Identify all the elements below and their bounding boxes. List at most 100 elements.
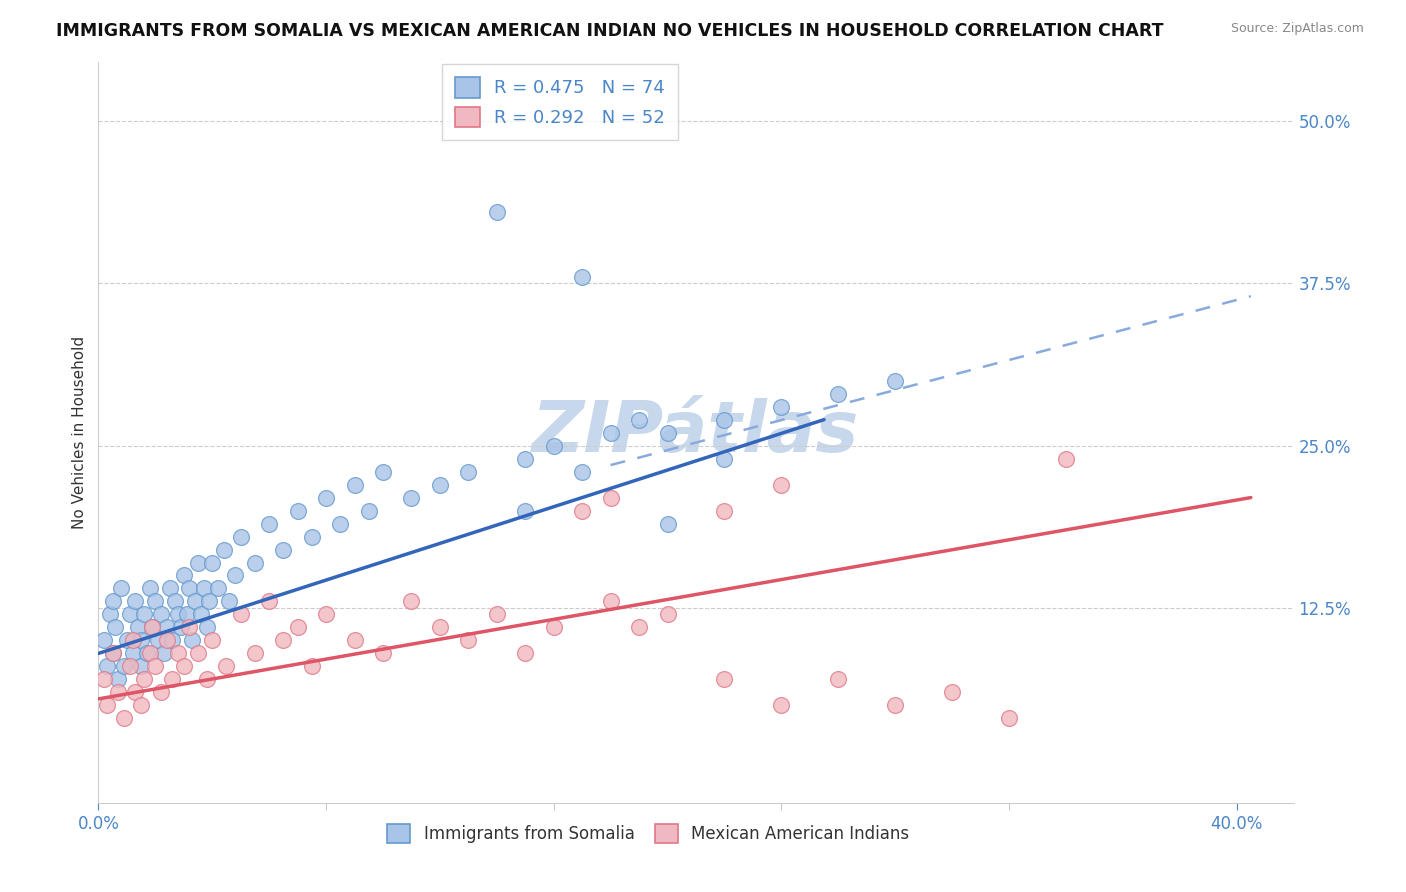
Point [93,673,115,687]
Point [371,465,394,479]
Point [181,633,204,648]
Point [485,204,508,219]
Point [112,659,135,673]
Point [571,269,593,284]
Point [143,659,166,673]
Point [401,491,423,505]
Point [770,477,793,491]
Point [215,659,238,673]
Point [176,607,198,622]
Point [770,400,793,414]
Point [257,516,280,531]
Point [287,503,309,517]
Point [201,556,224,570]
Point [941,685,963,699]
Point [401,594,423,608]
Point [343,477,366,491]
Point [713,412,735,426]
Point [827,673,849,687]
Point [884,374,907,388]
Point [273,542,295,557]
Point [657,607,679,622]
Point [315,491,337,505]
Point [153,647,176,661]
Point [429,620,451,634]
Point [184,594,207,608]
Point [179,582,201,596]
Point [156,620,179,634]
Point [543,620,565,634]
Point [115,633,138,648]
Point [571,465,593,479]
Point [201,633,224,648]
Point [371,647,394,661]
Point [218,594,240,608]
Point [571,503,593,517]
Y-axis label: No Vehicles in Household: No Vehicles in Household [72,336,87,529]
Point [207,582,229,596]
Point [329,516,352,531]
Text: IMMIGRANTS FROM SOMALIA VS MEXICAN AMERICAN INDIAN NO VEHICLES IN HOUSEHOLD CORR: IMMIGRANTS FROM SOMALIA VS MEXICAN AMERI… [56,22,1164,40]
Point [429,477,451,491]
Point [212,542,235,557]
Point [167,647,190,661]
Point [301,529,323,543]
Point [162,673,184,687]
Point [273,633,295,648]
Point [107,685,129,699]
Point [1054,451,1077,466]
Point [129,698,152,713]
Point [301,659,323,673]
Point [599,491,621,505]
Point [162,633,184,648]
Point [118,659,141,673]
Point [657,425,679,440]
Point [167,607,190,622]
Point [101,647,124,661]
Point [179,620,201,634]
Point [243,647,266,661]
Point [124,685,146,699]
Legend: Immigrants from Somalia, Mexican American Indians: Immigrants from Somalia, Mexican America… [381,817,915,850]
Point [187,647,209,661]
Point [148,633,170,648]
Point [287,620,309,634]
Point [127,620,149,634]
Point [132,673,155,687]
Point [998,711,1021,725]
Point [150,685,173,699]
Point [101,594,124,608]
Point [713,673,735,687]
Point [628,620,651,634]
Point [315,607,337,622]
Point [121,633,143,648]
Point [884,698,907,713]
Point [173,568,195,582]
Point [457,465,479,479]
Point [195,620,218,634]
Point [121,647,143,661]
Point [173,659,195,673]
Point [515,647,537,661]
Point [485,607,508,622]
Point [515,451,537,466]
Point [543,439,565,453]
Point [135,647,157,661]
Point [141,620,163,634]
Point [190,607,212,622]
Point [357,503,380,517]
Point [224,568,246,582]
Point [657,516,679,531]
Point [713,451,735,466]
Point [96,698,118,713]
Point [599,594,621,608]
Point [198,594,221,608]
Point [457,633,479,648]
Point [243,556,266,570]
Point [118,607,141,622]
Point [150,607,173,622]
Point [138,582,160,596]
Point [104,620,127,634]
Point [93,633,115,648]
Point [628,412,651,426]
